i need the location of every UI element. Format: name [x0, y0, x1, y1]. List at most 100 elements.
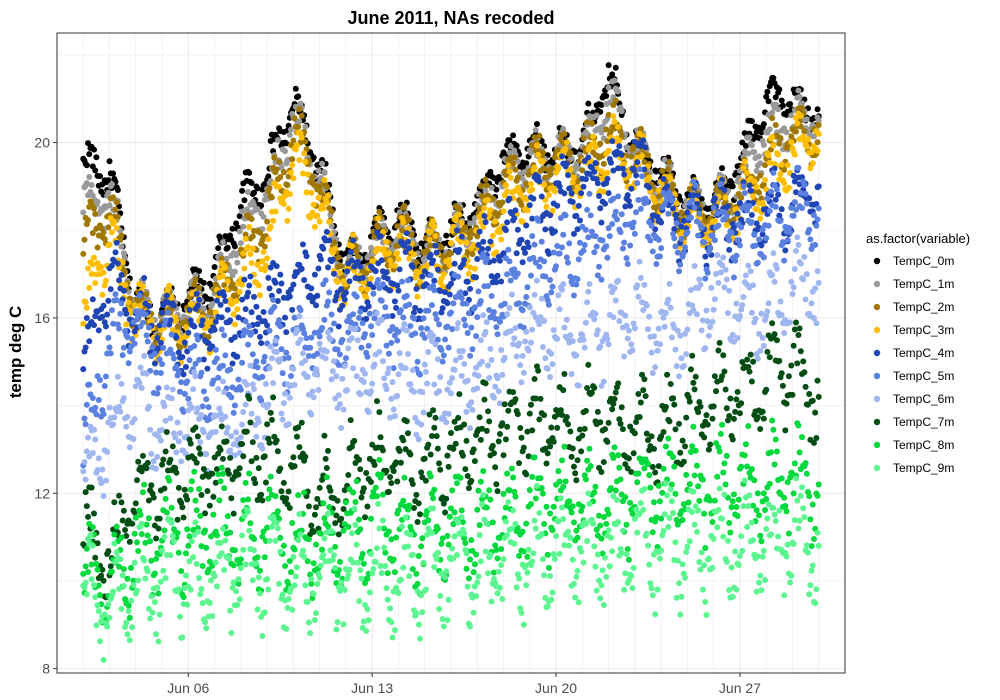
data-point — [483, 182, 490, 189]
data-point — [290, 365, 297, 372]
data-point — [242, 306, 249, 313]
data-point — [748, 219, 755, 226]
data-point — [677, 261, 684, 268]
data-point — [591, 384, 598, 391]
data-point — [555, 146, 562, 153]
data-point — [724, 203, 731, 210]
data-point — [283, 495, 290, 502]
data-point — [421, 361, 428, 368]
data-point — [579, 167, 586, 174]
data-point — [297, 336, 304, 343]
data-point — [639, 173, 646, 180]
data-point — [634, 159, 641, 166]
data-point — [245, 341, 252, 348]
data-point — [476, 414, 483, 421]
data-point — [769, 115, 776, 122]
data-point — [765, 152, 772, 159]
data-point — [96, 173, 103, 180]
data-point — [101, 382, 108, 389]
data-point — [289, 306, 296, 313]
data-point — [88, 182, 95, 189]
data-point — [689, 352, 696, 359]
data-point — [277, 174, 284, 181]
data-point — [111, 499, 118, 506]
data-point — [110, 194, 117, 201]
data-point — [414, 293, 421, 300]
data-point — [475, 372, 482, 379]
data-point — [161, 485, 168, 492]
data-point — [773, 337, 780, 344]
data-point — [358, 494, 365, 501]
data-point — [396, 232, 403, 239]
data-point — [580, 336, 587, 343]
data-point — [567, 332, 574, 339]
data-point — [566, 240, 573, 247]
data-point — [701, 239, 708, 246]
data-point — [286, 505, 293, 512]
data-point — [708, 284, 715, 291]
data-point — [229, 225, 236, 232]
data-point — [671, 235, 678, 242]
data-point — [713, 388, 720, 395]
data-point — [242, 231, 249, 238]
data-point — [319, 160, 326, 167]
data-point — [550, 438, 557, 445]
data-point — [260, 248, 267, 255]
data-point — [151, 360, 158, 367]
data-point — [723, 212, 730, 219]
data-point — [414, 358, 421, 365]
data-point — [200, 279, 207, 286]
data-point — [815, 393, 822, 400]
data-point — [492, 218, 499, 225]
data-point — [270, 217, 277, 224]
data-point — [96, 376, 103, 383]
data-point — [419, 389, 426, 396]
data-point — [114, 373, 121, 380]
data-point — [92, 554, 99, 561]
data-point — [658, 219, 665, 226]
data-point — [584, 119, 591, 126]
data-point — [345, 345, 352, 352]
data-point — [489, 442, 496, 449]
data-point — [467, 352, 474, 359]
data-point — [443, 232, 450, 239]
data-point — [352, 325, 359, 332]
data-point — [235, 471, 242, 478]
data-point — [197, 450, 204, 457]
data-point — [793, 319, 800, 326]
data-point — [787, 319, 794, 326]
data-point — [357, 308, 364, 315]
data-point — [254, 185, 261, 192]
data-point — [326, 289, 333, 296]
data-point — [211, 263, 218, 270]
data-point — [518, 201, 525, 208]
data-point — [240, 223, 247, 230]
data-point — [114, 260, 121, 267]
data-point — [322, 455, 329, 462]
data-point — [431, 223, 438, 230]
data-point — [770, 169, 777, 176]
data-point — [272, 208, 279, 215]
data-point — [376, 409, 383, 416]
data-point — [114, 186, 121, 193]
data-point — [258, 491, 265, 498]
data-point — [673, 220, 680, 227]
data-point — [506, 304, 513, 311]
data-point — [797, 348, 804, 355]
data-point — [619, 245, 626, 252]
data-point — [710, 204, 717, 211]
data-point — [656, 253, 663, 260]
data-point — [122, 281, 129, 288]
data-point — [807, 236, 814, 243]
data-point — [354, 253, 361, 260]
data-point — [531, 291, 538, 298]
data-point — [593, 112, 600, 119]
data-point — [221, 332, 228, 339]
data-point — [701, 434, 708, 441]
data-point — [775, 191, 782, 198]
data-point — [471, 265, 478, 272]
data-point — [764, 195, 771, 202]
data-point — [450, 300, 457, 307]
data-point — [501, 300, 508, 307]
data-point — [773, 186, 780, 193]
